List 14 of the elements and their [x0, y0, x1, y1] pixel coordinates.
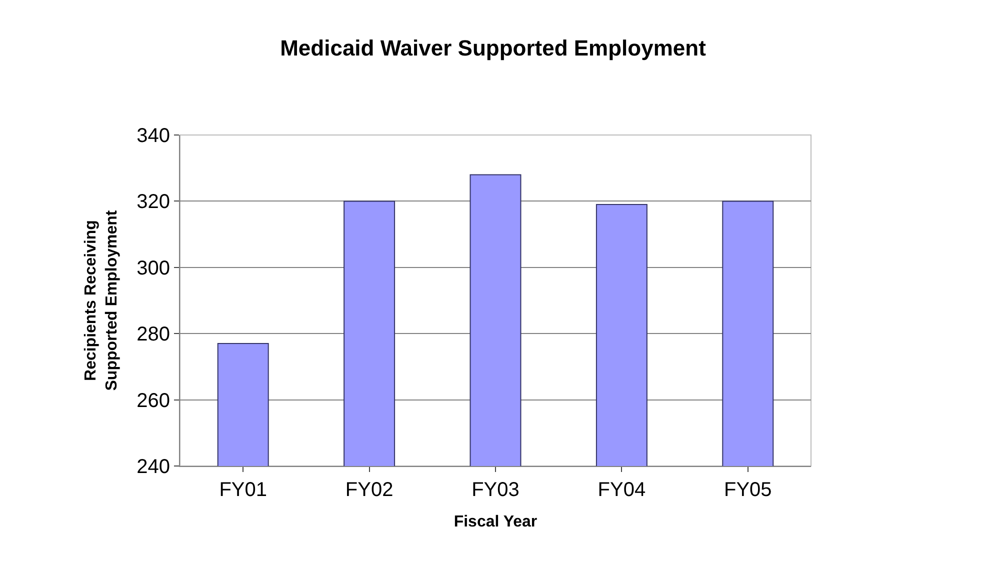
y-tick-label: 300 [136, 257, 170, 280]
chart-title: Medicaid Waiver Supported Employment [280, 35, 707, 60]
y-tick-label: 280 [136, 324, 170, 346]
y-tick-label: 340 [136, 125, 170, 147]
x-tick-label: FY01 [219, 479, 268, 501]
x-tick-label: FY02 [345, 479, 394, 501]
y-tick-label: 320 [136, 191, 170, 214]
y-axis-title: Recipients Receiving Supported Employment [82, 210, 121, 391]
x-tick-label: FY03 [472, 479, 520, 501]
y-tick-label: 240 [136, 456, 170, 478]
x-tick-label: FY05 [724, 479, 772, 501]
x-tick-label: FY04 [598, 479, 646, 501]
x-axis-title: Fiscal Year [454, 514, 538, 531]
y-tick-label: 260 [136, 390, 170, 412]
